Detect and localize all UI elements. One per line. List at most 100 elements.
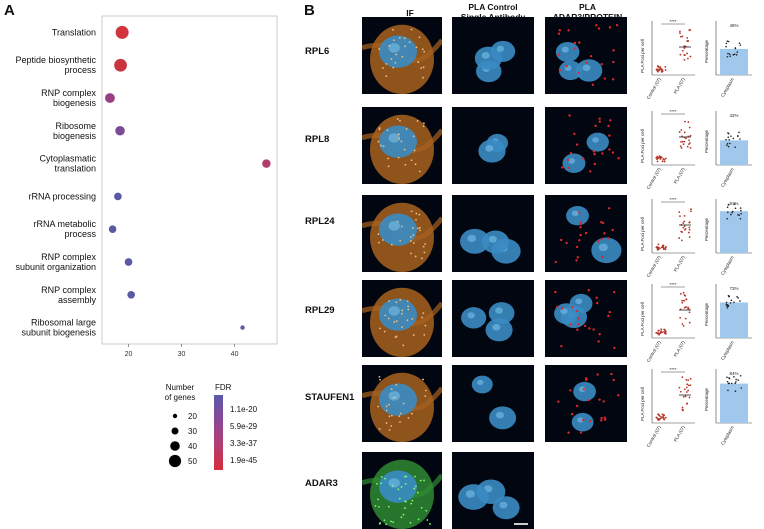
percentage-bar-plot: Percentage 42% Cytoplasm bbox=[702, 105, 758, 195]
percentage-y-label: Percentage bbox=[704, 129, 709, 153]
percentage-bar bbox=[720, 48, 748, 75]
micrograph-pla bbox=[545, 107, 627, 184]
foci-y-label: PLA Foci per cell bbox=[640, 302, 645, 336]
percentage-bar-plot: Percentage 84% Cytoplasm bbox=[702, 363, 758, 453]
foci-dot-plot: PLA Foci per cell **** Control (07) PLA (07… bbox=[639, 278, 697, 368]
micrograph-if bbox=[362, 365, 442, 442]
size-legend-dot bbox=[171, 427, 179, 435]
percentage-x-label: Cytoplasm bbox=[720, 340, 735, 361]
row-label-rpl29: RPL29 bbox=[305, 305, 335, 316]
category-label: RNP complex assembly bbox=[41, 285, 96, 305]
category-label: Translation bbox=[52, 27, 96, 37]
category-label: Peptide biosynthetic process bbox=[15, 55, 96, 75]
color-legend-title: FDR bbox=[215, 383, 232, 392]
data-point bbox=[262, 159, 271, 168]
category-label: rRNA processing bbox=[28, 191, 96, 201]
category-label: rRNA metabolic process bbox=[33, 219, 96, 239]
percentage-x-label: Cytoplasm bbox=[720, 255, 735, 276]
micrograph-pla bbox=[545, 280, 627, 357]
percentage-x-label: Cytoplasm bbox=[720, 77, 735, 98]
data-point bbox=[105, 93, 115, 103]
x-tick-label: 20 bbox=[125, 351, 133, 358]
foci-x-label-control: Control (07) bbox=[646, 167, 662, 190]
bubble-chart: 20 30 40 Translation Peptide biosynthetic pro… bbox=[15, 15, 278, 470]
size-legend-dot bbox=[168, 454, 182, 468]
size-legend-dot bbox=[172, 413, 178, 419]
row-label-adar3: ADAR3 bbox=[305, 478, 338, 489]
foci-dot-plot: PLA Foci per cell **** Control (07) PLA (07… bbox=[639, 363, 697, 453]
data-point bbox=[115, 126, 125, 136]
foci-y-label: PLA Foci per cell bbox=[640, 129, 645, 163]
significance-label: **** bbox=[669, 19, 676, 24]
category-label: Ribosome biogenesis bbox=[53, 121, 97, 141]
foci-x-label-control: Control (07) bbox=[646, 425, 662, 448]
foci-x-label-pla: PLA (07) bbox=[673, 255, 686, 273]
foci-y-label: PLA Foci per cell bbox=[640, 387, 645, 421]
percentage-x-label: Cytoplasm bbox=[720, 167, 735, 188]
data-point bbox=[114, 58, 127, 72]
percentage-x-label: Cytoplasm bbox=[720, 425, 735, 446]
data-point bbox=[114, 192, 122, 201]
percentage-bar-plot: Percentage 46% Cytoplasm bbox=[702, 15, 758, 105]
foci-x-label-pla: PLA (07) bbox=[673, 167, 686, 185]
micrograph-control bbox=[452, 107, 534, 184]
foci-x-label-pla: PLA (07) bbox=[673, 77, 686, 95]
micrograph-control bbox=[452, 365, 534, 442]
color-legend-label: 5.9e-29 bbox=[230, 422, 258, 431]
color-legend-label: 1.1e-20 bbox=[230, 405, 258, 414]
size-legend-label: 20 bbox=[188, 412, 197, 421]
foci-x-label-control: Control (07) bbox=[646, 340, 662, 363]
color-legend-bar bbox=[214, 395, 223, 470]
percentage-value: 46% bbox=[729, 23, 738, 28]
data-point bbox=[115, 25, 129, 39]
percentage-y-label: Percentage bbox=[704, 302, 709, 326]
micrograph-control bbox=[452, 195, 534, 272]
micrograph-pla bbox=[545, 365, 627, 442]
percentage-value: 84% bbox=[729, 371, 738, 376]
percentage-bar bbox=[720, 140, 748, 165]
percentage-value: 91% bbox=[729, 201, 738, 206]
foci-x-label-pla: PLA (07) bbox=[673, 425, 686, 443]
foci-x-label-control: Control (07) bbox=[646, 255, 662, 278]
percentage-bar bbox=[720, 211, 748, 253]
significance-label: **** bbox=[669, 367, 676, 372]
data-point bbox=[240, 325, 245, 330]
micrograph-if bbox=[362, 17, 442, 94]
micrograph-pla bbox=[545, 195, 627, 272]
foci-y-label: PLA Foci per cell bbox=[640, 39, 645, 73]
category-label: RNP complex subunit organization bbox=[15, 252, 96, 272]
percentage-value: 73% bbox=[729, 286, 738, 291]
color-legend-label: 3.3e-37 bbox=[230, 439, 258, 448]
foci-dot-plot: PLA Foci per cell **** Control (07) PLA (07… bbox=[639, 105, 697, 195]
column-header-if: IF bbox=[406, 8, 414, 18]
percentage-value: 42% bbox=[729, 113, 738, 118]
percentage-y-label: Percentage bbox=[704, 387, 709, 411]
percentage-y-label: Percentage bbox=[704, 39, 709, 63]
size-legend-title: Number of genes bbox=[165, 383, 196, 402]
foci-dot-plot: PLA Foci per cell **** Control (07) PLA (07… bbox=[639, 193, 697, 283]
size-legend-label: 50 bbox=[188, 457, 197, 466]
panel-b-letter: B bbox=[304, 2, 315, 19]
category-label: RNP complex biogenesis bbox=[41, 88, 96, 108]
x-tick-label: 40 bbox=[231, 351, 239, 358]
data-point bbox=[127, 290, 135, 299]
row-label-rpl24: RPL24 bbox=[305, 216, 335, 227]
size-legend-label: 40 bbox=[188, 442, 197, 451]
significance-label: **** bbox=[669, 109, 676, 114]
micrograph-if bbox=[362, 280, 442, 357]
plot-frame bbox=[101, 15, 278, 345]
percentage-y-label: Percentage bbox=[704, 217, 709, 241]
row-label-rpl8: RPL8 bbox=[305, 134, 330, 145]
color-legend-label: 1.9e-45 bbox=[230, 456, 258, 465]
data-point bbox=[124, 258, 133, 266]
row-label-rpl6: RPL6 bbox=[305, 46, 330, 57]
micrograph-pla bbox=[545, 17, 627, 94]
significance-label: **** bbox=[669, 197, 676, 202]
percentage-bar-plot: Percentage 91% Cytoplasm bbox=[702, 193, 758, 283]
micrograph-control bbox=[452, 452, 534, 529]
foci-dot-plot: PLA Foci per cell **** Control (07) PLA (07… bbox=[639, 15, 697, 105]
micrograph-control bbox=[452, 280, 534, 357]
size-legend-label: 30 bbox=[188, 427, 197, 436]
row-label-staufen1: STAUFEN1 bbox=[305, 392, 355, 403]
foci-y-label: PLA Foci per cell bbox=[640, 217, 645, 251]
